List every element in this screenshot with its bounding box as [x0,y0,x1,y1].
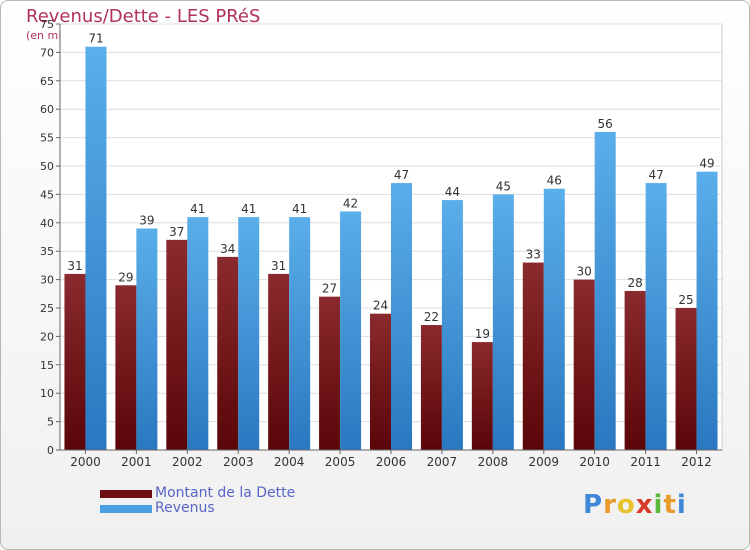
y-tick-label: 30 [40,274,54,287]
data-label-dette-2008: 19 [475,327,490,341]
x-tick-label: 2010 [579,455,610,469]
data-label-revenus-2012: 49 [699,157,714,171]
x-tick-label: 2012 [681,455,712,469]
y-tick-label: 75 [40,18,54,31]
legend-label-dette: Montant de la Dette [155,485,296,501]
y-tick-label: 5 [47,416,54,429]
data-label-revenus-2009: 46 [547,174,562,188]
y-tick-label: 25 [40,302,54,315]
data-label-dette-2011: 28 [627,276,642,290]
bar-dette-2009 [522,262,544,450]
data-label-revenus-2008: 45 [496,179,511,193]
bar-revenus-2000 [85,46,107,450]
x-tick-label: 2004 [274,455,305,469]
data-label-revenus-2010: 56 [598,117,613,131]
bar-dette-2008 [471,342,493,450]
data-label-dette-2003: 34 [220,242,235,256]
logo-letter: P [583,490,604,520]
data-label-revenus-2002: 41 [190,202,205,216]
bar-revenus-2011 [645,183,667,451]
bar-dette-2007 [420,325,442,450]
data-label-dette-2001: 29 [118,270,133,284]
y-tick-label: 20 [40,330,54,343]
bar-revenus-2003 [238,217,260,450]
bar-revenus-2006 [391,183,412,451]
data-label-dette-2005: 27 [322,282,337,296]
bar-revenus-2007 [441,200,463,450]
bars: 31 71 29 39 37 41 34 41 31 41 27 42 24 47 22 44 19 45 33 46… [64,32,718,451]
y-tick-label: 35 [40,245,54,258]
legend-swatch-dette [100,490,152,498]
bar-dette-2001 [115,285,137,450]
x-tick-label: 2005 [325,455,356,469]
x-tick-label: 2007 [427,455,458,469]
bar-revenus-2004 [289,217,311,450]
data-label-revenus-2004: 41 [292,202,307,216]
data-label-dette-2006: 24 [373,299,388,313]
legend-swatch-revenus [100,505,152,513]
x-tick-label: 2002 [172,455,203,469]
bar-dette-2006 [370,313,391,450]
logo-letter: i [653,490,664,520]
bar-dette-2010 [573,279,595,450]
x-tick-label: 2006 [376,455,407,469]
y-tick-label: 50 [40,160,54,173]
y-tick-label: 70 [40,46,54,59]
data-label-dette-2009: 33 [526,248,541,262]
data-label-dette-2012: 25 [678,293,693,307]
legend-label-revenus: Revenus [155,500,215,516]
data-label-revenus-2006: 47 [394,168,409,182]
x-tick-label: 2001 [121,455,152,469]
logo-letter: i [676,490,687,520]
bar-dette-2005 [319,296,341,450]
x-tick-label: 2011 [630,455,661,469]
data-label-revenus-2001: 39 [139,213,154,227]
bar-revenus-2002 [187,217,209,450]
logo-letter: t [663,490,677,520]
y-tick-label: 15 [40,359,54,372]
chart-title: Revenus/Dette - LES PRéS [26,6,261,27]
logo-letter: o [616,490,636,520]
data-label-dette-2004: 31 [271,259,286,273]
bar-dette-2011 [624,290,646,450]
y-tick-label: 10 [40,387,54,400]
bar-revenus-2012 [696,171,718,450]
x-tick-label: 2000 [70,455,101,469]
proxiti-logo: Proxiti [583,490,687,520]
x-tick-label: 2003 [223,455,254,469]
y-tick-label: 0 [47,444,54,457]
x-tick-label: 2008 [478,455,509,469]
data-label-dette-2007: 22 [424,310,439,324]
y-tick-label: 65 [40,75,54,88]
data-label-revenus-2003: 41 [241,202,256,216]
data-label-dette-2002: 37 [169,225,184,239]
bar-dette-2002 [166,239,188,450]
bar-revenus-2001 [136,228,158,450]
y-tick-label: 45 [40,188,54,201]
bar-dette-2012 [675,308,697,450]
bar-dette-2004 [268,273,290,450]
bar-revenus-2005 [340,211,362,450]
bar-revenus-2010 [594,131,616,451]
bar-revenus-2008 [492,194,514,450]
y-tick-label: 60 [40,103,54,116]
x-tick-label: 2009 [528,455,559,469]
logo-letter: r [603,490,617,520]
logo-letter: x [635,490,654,520]
data-label-dette-2000: 31 [67,259,82,273]
data-label-revenus-2007: 44 [445,185,460,199]
y-tick-label: 40 [40,217,54,230]
bar-revenus-2009 [543,188,565,450]
bar-dette-2003 [217,256,239,450]
data-label-revenus-2005: 42 [343,196,358,210]
bar-dette-2000 [64,273,86,450]
data-label-revenus-2011: 47 [648,168,663,182]
y-tick-label: 55 [40,132,54,145]
data-label-revenus-2000: 71 [88,32,103,46]
axes: 0 5 10 15 20 25 30 35 40 45 50 55 60 65 70 75 2000 2001 20… [40,18,722,469]
data-label-dette-2010: 30 [577,265,592,279]
